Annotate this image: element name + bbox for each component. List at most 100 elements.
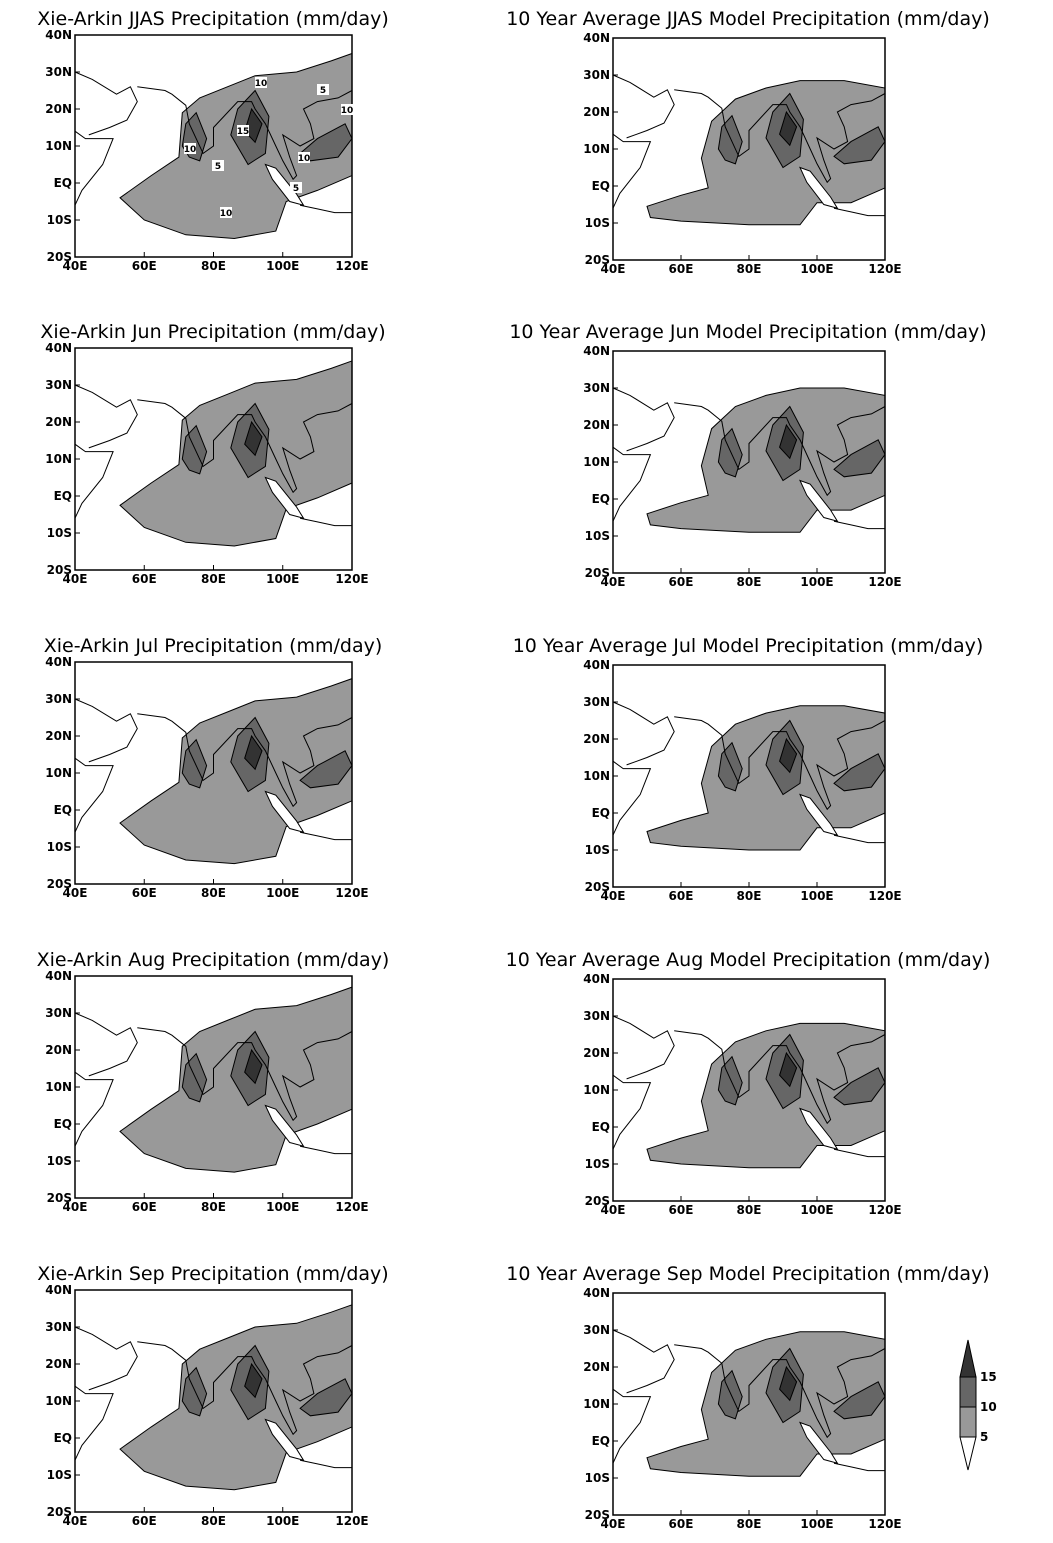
contour-label: 10 [255,79,268,89]
x-tick-label: 100E [266,1514,299,1528]
x-tick-label: 120E [335,259,368,273]
y-tick-label: 40N [45,969,72,983]
x-tick-label: 120E [335,886,368,900]
x-tick-label: 60E [132,1514,157,1528]
y-tick-label: 20S [585,253,610,267]
y-tick-label: EQ [54,176,72,190]
x-tick-label: 100E [800,889,833,903]
y-tick-label: 20S [47,1191,72,1205]
legend-10 [960,1377,976,1407]
y-tick-label: 10S [47,1154,72,1168]
y-tick-label: 20N [583,418,610,432]
x-tick-label: 60E [669,889,694,903]
x-tick-label: 80E [737,575,762,589]
y-tick-label: 10S [47,526,72,540]
x-tick-label: 100E [800,575,833,589]
y-tick-label: 20N [45,1357,72,1371]
y-tick-label: 20N [45,415,72,429]
coastline [613,447,650,521]
x-tick-label: 100E [266,572,299,586]
y-tick-label: 10S [585,1157,610,1171]
y-tick-label: 40N [45,28,72,42]
y-tick-label: 30N [45,1320,72,1334]
panel-title: 10 Year Average JJAS Model Precipitation… [506,8,990,30]
coastline [75,385,137,448]
coastline [613,761,650,835]
contour-label: 10 [184,145,197,155]
y-tick-label: 20S [47,250,72,264]
coastline [75,699,137,762]
y-tick-label: EQ [54,1117,72,1131]
legend-5 [960,1407,976,1437]
coastline [300,1460,352,1467]
y-tick-label: 10S [585,843,610,857]
y-tick-label: 20N [583,732,610,746]
y-tick-label: 20S [585,566,610,580]
y-tick-label: 30N [583,381,610,395]
y-tick-label: 20N [583,1046,610,1060]
coastline [75,444,113,518]
coastline [613,1075,650,1149]
y-tick-label: 20N [45,729,72,743]
coastline [75,1386,113,1460]
x-tick-label: 60E [669,1517,694,1531]
y-tick-label: 10S [585,529,610,543]
x-tick-label: 100E [266,886,299,900]
coastline [75,131,113,205]
map-panel: Xie-Arkin Aug Precipitation (mm/day)40E6… [37,949,390,1214]
x-tick-label: 60E [132,1200,157,1214]
x-tick-label: 120E [335,572,368,586]
x-tick-label: 120E [335,1200,368,1214]
figure: Xie-Arkin JJAS Precipitation (mm/day)40E… [0,0,1053,1539]
y-tick-label: 30N [45,692,72,706]
map-panel: 10 Year Average Aug Model Precipitation … [506,949,991,1217]
coastline [75,1072,113,1146]
x-tick-label: 120E [335,1514,368,1528]
y-tick-label: 40N [583,658,610,672]
y-tick-label: 10N [583,1397,610,1411]
y-tick-label: EQ [54,803,72,817]
coastline [300,1146,352,1153]
y-tick-label: 10N [45,766,72,780]
x-tick-label: 80E [201,259,226,273]
legend-0 [960,1437,976,1470]
panel-title: Xie-Arkin JJAS Precipitation (mm/day) [37,8,389,30]
y-tick-label: 30N [583,1323,610,1337]
y-tick-label: 40N [45,655,72,669]
y-tick-label: 20S [585,1194,610,1208]
x-tick-label: 100E [800,1203,833,1217]
y-tick-label: 10N [45,139,72,153]
y-tick-label: 30N [583,695,610,709]
x-tick-label: 120E [868,889,901,903]
coastline [834,835,885,842]
coastline [300,832,352,839]
x-tick-label: 100E [800,262,833,276]
y-tick-label: 10N [583,142,610,156]
contour-label: 15 [237,127,250,137]
coastline [613,702,674,765]
map-panel: 10 Year Average Jun Model Precipitation … [509,321,986,589]
coastline [834,521,885,528]
y-tick-label: EQ [54,1431,72,1445]
y-tick-label: 30N [45,378,72,392]
coastline [834,1149,885,1156]
y-tick-label: 30N [45,65,72,79]
coastline [613,1330,674,1393]
x-tick-label: 60E [669,1203,694,1217]
y-tick-label: 20S [47,1505,72,1519]
y-tick-label: 30N [45,1006,72,1020]
y-tick-label: 10S [47,1468,72,1482]
coastline [300,205,352,212]
y-tick-label: 10S [585,1471,610,1485]
legend-label: 10 [980,1400,997,1414]
x-tick-label: 100E [266,259,299,273]
y-tick-label: 20N [45,1043,72,1057]
x-tick-label: 80E [737,262,762,276]
y-tick-label: 40N [583,1286,610,1300]
panel-title: Xie-Arkin Jun Precipitation (mm/day) [40,321,385,343]
legend-label: 15 [980,1370,997,1384]
x-tick-label: 60E [132,259,157,273]
